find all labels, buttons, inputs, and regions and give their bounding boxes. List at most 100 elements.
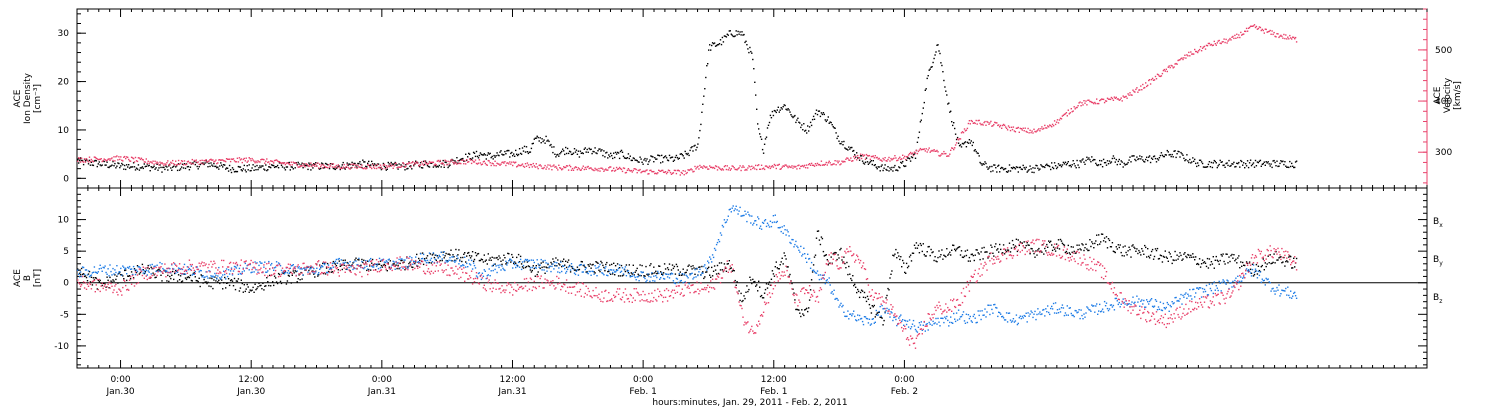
velocity-series-point xyxy=(283,162,286,164)
velocity-series-point xyxy=(571,167,574,170)
by-series-point xyxy=(1009,319,1012,321)
by-series-point xyxy=(1169,304,1171,307)
bx-series-point xyxy=(307,266,309,268)
by-series-point xyxy=(131,273,134,276)
bx-series-point xyxy=(659,265,661,267)
bx-series-point xyxy=(902,259,904,262)
density-series-point xyxy=(1054,165,1057,167)
density-series-point xyxy=(312,167,314,169)
density-series-point xyxy=(445,161,447,164)
bx-series-point xyxy=(471,251,474,253)
bx-series-point xyxy=(1131,245,1133,247)
velocity-series-point xyxy=(442,162,444,165)
bx-series-point xyxy=(1160,255,1163,257)
by-series-point xyxy=(441,258,443,260)
velocity-series-point xyxy=(330,163,333,165)
by-series-point xyxy=(821,274,824,276)
density-series-point xyxy=(905,159,908,161)
density-series-point xyxy=(932,61,934,64)
velocity-series-point xyxy=(196,161,198,164)
by-series-point xyxy=(902,319,904,321)
velocity-series-point xyxy=(1281,35,1283,38)
by-series-point xyxy=(181,268,184,271)
by-series-point xyxy=(710,258,712,260)
bx-series-point xyxy=(1233,254,1235,256)
bx-series-point xyxy=(947,254,949,256)
by-series-point xyxy=(190,265,193,267)
velocity-series-point xyxy=(625,171,628,174)
by-series-point xyxy=(435,254,437,256)
bx-series-point xyxy=(505,263,507,265)
bx-series-point xyxy=(1155,249,1158,252)
velocity-series-point xyxy=(650,169,652,171)
by-series-point xyxy=(602,272,604,275)
bx-series-point xyxy=(917,244,920,247)
density-series-point xyxy=(384,166,387,169)
velocity-series-point xyxy=(831,164,833,166)
by-series-point xyxy=(1103,300,1106,303)
by-series-point xyxy=(827,281,829,283)
by-series-point xyxy=(225,278,227,280)
density-series-point xyxy=(92,164,95,167)
bx-series-point xyxy=(176,280,179,282)
by-series-point xyxy=(1099,303,1101,306)
density-series-point xyxy=(551,146,553,148)
density-series-point xyxy=(1113,157,1116,159)
by-series-point xyxy=(428,252,431,254)
density-series-point xyxy=(494,156,496,158)
by-series-point xyxy=(659,278,661,280)
bx-series-point xyxy=(1060,240,1063,242)
by-series-point xyxy=(1039,311,1041,313)
density-series-point xyxy=(1289,160,1291,163)
density-series-point xyxy=(315,162,317,164)
density-series-point xyxy=(852,150,854,152)
density-series-point xyxy=(234,170,237,173)
velocity-series-point xyxy=(1060,118,1063,120)
bx-series-point xyxy=(1036,254,1038,256)
velocity-series-point xyxy=(118,156,120,158)
bx-series-point xyxy=(739,299,741,302)
by-series-point xyxy=(238,267,241,270)
density-series-point xyxy=(612,157,614,160)
bx-series-point xyxy=(538,264,540,266)
bx-series-point xyxy=(641,264,643,267)
by-series-point xyxy=(257,271,259,273)
velocity-series-point xyxy=(350,163,352,166)
bx-series-point xyxy=(441,259,443,262)
velocity-series-point xyxy=(939,155,941,157)
density-series-point xyxy=(263,168,265,170)
bx-series-point xyxy=(371,262,373,264)
velocity-series-point xyxy=(1100,98,1103,100)
density-series-point xyxy=(79,159,81,162)
velocity-series-point xyxy=(250,159,252,162)
bx-series-point xyxy=(992,252,994,254)
by-series-point xyxy=(976,321,978,324)
density-series-point xyxy=(532,142,534,145)
velocity-series-point xyxy=(506,162,508,164)
bx-series-point xyxy=(153,274,155,276)
density-series-point xyxy=(1259,159,1262,162)
density-series-point xyxy=(720,43,723,46)
by-series-point xyxy=(252,267,254,269)
velocity-series-point xyxy=(856,159,858,161)
by-series-point xyxy=(1154,299,1157,301)
bx-series-point xyxy=(1100,233,1103,235)
velocity-series-point xyxy=(490,164,492,167)
bx-series-point xyxy=(366,269,368,272)
velocity-series-point xyxy=(423,160,426,162)
density-series-point xyxy=(819,115,822,118)
by-series-point xyxy=(136,270,139,273)
velocity-series-point xyxy=(536,166,538,168)
velocity-series-point xyxy=(90,158,93,161)
by-series-point xyxy=(917,326,920,328)
by-series-point xyxy=(85,269,88,271)
by-series-point xyxy=(535,267,537,269)
by-series-point xyxy=(1012,318,1015,320)
bx-series-point xyxy=(1243,264,1245,266)
bx-series-point xyxy=(82,273,85,275)
by-series-point xyxy=(124,268,126,270)
by-series-point xyxy=(684,281,686,283)
by-series-point xyxy=(968,317,971,320)
by-series-point xyxy=(625,275,628,277)
velocity-series-point xyxy=(961,131,964,133)
